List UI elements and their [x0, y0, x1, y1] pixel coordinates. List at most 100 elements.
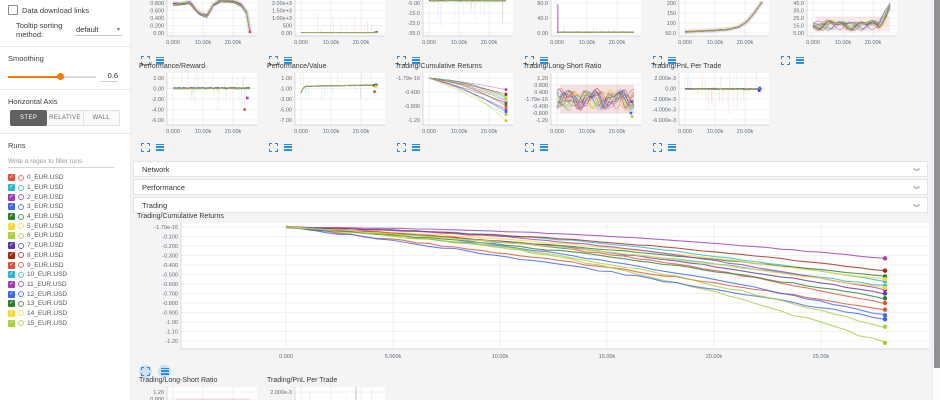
performance-value-plot[interactable]: 1.00 -1.00 -3.00 -5.00 -7.000.000 10.00k 20.00… [267, 71, 389, 137]
run-isolate-radio[interactable] [18, 242, 24, 249]
section-header-performance[interactable]: Performance ❯ [133, 179, 928, 195]
run-toggle-checkbox[interactable]: ✓ [8, 174, 15, 182]
run-row[interactable]: ✓ 12_EUR.USD [0, 289, 130, 299]
expand-chart-icon[interactable] [781, 55, 790, 65]
run-isolate-radio[interactable] [18, 320, 24, 327]
run-row[interactable]: ✓ 2_EUR.USD [0, 192, 130, 202]
chart-plot[interactable]: -5.00 -15.0 -25.0 -35.00.000 10.00k 20.00k [395, 0, 517, 50]
run-row[interactable]: ✓ 3_EUR.USD [0, 202, 130, 212]
expand-chart-icon[interactable] [141, 142, 150, 152]
run-toggle-checkbox[interactable]: ✓ [8, 319, 15, 327]
chart-plot[interactable]: 45.035.0 25.015.0 5.000.000 10.00k 20.00k [779, 0, 901, 50]
run-isolate-radio[interactable] [18, 262, 24, 269]
run-isolate-radio[interactable] [18, 291, 24, 298]
trading-pnl-per-trade-plot[interactable]: 2.000e-30.00-2.000e-3-4.000e-3-6.000e-30… [267, 385, 389, 400]
run-toggle-checkbox[interactable]: ✓ [8, 203, 15, 211]
data-table-icon[interactable] [156, 143, 164, 151]
run-isolate-radio[interactable] [18, 232, 24, 239]
run-row[interactable]: ✓ 10_EUR.USD [0, 270, 130, 280]
scrollbar-thumb[interactable] [934, 0, 940, 368]
run-toggle-checkbox[interactable]: ✓ [8, 261, 15, 269]
run-isolate-radio[interactable] [18, 194, 24, 201]
data-table-icon[interactable] [284, 143, 292, 151]
trading-cumulative-returns-plot[interactable]: -1.79e-16 -0.100 -0.200 -0.300 -0.400 -0.500 -… [137, 221, 934, 361]
run-isolate-radio[interactable] [18, 271, 24, 278]
expand-chart-icon[interactable] [397, 55, 406, 65]
run-isolate-radio[interactable] [18, 213, 24, 220]
data-table-icon[interactable] [156, 56, 164, 64]
data-table-icon[interactable] [668, 56, 676, 64]
expand-chart-icon[interactable] [141, 55, 150, 65]
expand-chart-icon[interactable] [653, 142, 662, 152]
run-isolate-radio[interactable] [18, 300, 24, 307]
data-table-icon[interactable] [796, 56, 804, 64]
run-row[interactable]: ✓ 14_EUR.USD [0, 309, 130, 319]
run-isolate-radio[interactable] [18, 203, 24, 210]
run-row[interactable]: ✓ 0_EUR.USD [0, 173, 130, 183]
section-header-trading[interactable]: Trading ❯ [133, 197, 928, 213]
run-row[interactable]: ✓ 1_EUR.USD [0, 183, 130, 193]
data-table-icon[interactable] [668, 143, 676, 151]
run-toggle-checkbox[interactable]: ✓ [8, 309, 15, 317]
chart-plot[interactable]: 200 150 100 50.00.000 10.00k 20.00k [651, 0, 773, 50]
data-table-icon[interactable] [412, 56, 420, 64]
expand-chart-icon[interactable] [525, 142, 534, 152]
smoothing-value-input[interactable]: 0.6 [100, 71, 118, 82]
smoothing-slider[interactable] [8, 73, 96, 80]
chart-plot[interactable]: 80.0 40.0 0.000.000 10.00k 20.00k [523, 0, 645, 50]
run-isolate-radio[interactable] [18, 281, 24, 288]
run-row[interactable]: ✓ 11_EUR.USD [0, 280, 130, 290]
run-row[interactable]: ✓ 15_EUR.USD [0, 318, 130, 328]
data-table-icon[interactable] [158, 364, 171, 378]
run-row[interactable]: ✓ 9_EUR.USD [0, 260, 130, 270]
run-isolate-radio[interactable] [18, 184, 24, 191]
run-toggle-checkbox[interactable]: ✓ [8, 242, 15, 250]
runs-filter-input[interactable] [8, 156, 114, 168]
run-row[interactable]: ✓ 13_EUR.USD [0, 299, 130, 309]
trading-long-short-ratio-plot[interactable]: 1.200.8000.400-1.79e-16-0.400-0.800-1.20… [139, 385, 261, 400]
expand-chart-icon[interactable] [653, 55, 662, 65]
run-row[interactable]: ✓ 4_EUR.USD [0, 212, 130, 222]
run-toggle-checkbox[interactable]: ✓ [8, 193, 15, 201]
run-row[interactable]: ✓ 8_EUR.USD [0, 251, 130, 261]
run-isolate-radio[interactable] [18, 174, 24, 181]
performance-reward-plot[interactable]: 2.00 0.00 -2.00 -4.00 -6.000.000 10.00k 20.00k [139, 71, 261, 137]
data-table-icon[interactable] [540, 56, 548, 64]
run-toggle-checkbox[interactable]: ✓ [8, 300, 15, 308]
run-toggle-checkbox[interactable]: ✓ [8, 271, 15, 279]
run-toggle-checkbox[interactable]: ✓ [8, 222, 15, 230]
run-toggle-checkbox[interactable]: ✓ [8, 280, 15, 288]
run-toggle-checkbox[interactable]: ✓ [8, 290, 15, 298]
run-row[interactable]: ✓ 6_EUR.USD [0, 231, 130, 241]
expand-chart-icon[interactable] [269, 142, 278, 152]
data-download-links-checkbox[interactable] [8, 5, 18, 15]
trading-cumulative-returns-plot[interactable]: -1.79e-16 -0.400 -0.800 -1.200.000 10.00k 20.… [395, 71, 517, 137]
run-row[interactable]: ✓ 5_EUR.USD [0, 221, 130, 231]
run-toggle-checkbox[interactable]: ✓ [8, 184, 15, 192]
expand-chart-icon[interactable] [269, 55, 278, 65]
section-header-network[interactable]: Network ❯ [133, 161, 928, 177]
axis-button-step[interactable]: STEP [10, 110, 48, 126]
expand-chart-icon[interactable] [397, 142, 406, 152]
tooltip-sorting-select[interactable]: default ▾ [74, 24, 122, 36]
run-isolate-radio[interactable] [18, 252, 24, 259]
run-toggle-checkbox[interactable]: ✓ [8, 251, 15, 259]
smoothing-slider-knob[interactable] [57, 73, 65, 80]
run-isolate-radio[interactable] [18, 310, 24, 317]
expand-chart-icon[interactable] [525, 55, 534, 65]
run-toggle-checkbox[interactable]: ✓ [8, 232, 15, 240]
run-row[interactable]: ✓ 7_EUR.USD [0, 241, 130, 251]
axis-button-relative[interactable]: RELATIVE [47, 110, 84, 126]
axis-button-wall[interactable]: WALL [83, 110, 120, 126]
trading-pnl-per-trade-plot[interactable]: 2.000e-30.00-2.000e-3-4.000e-3-6.000e-30… [651, 71, 773, 137]
data-table-icon[interactable] [540, 143, 548, 151]
expand-chart-icon[interactable] [139, 364, 152, 378]
data-table-icon[interactable] [412, 143, 420, 151]
run-toggle-checkbox[interactable]: ✓ [8, 213, 15, 221]
vertical-scrollbar[interactable] [932, 0, 940, 400]
data-table-icon[interactable] [284, 56, 292, 64]
run-isolate-radio[interactable] [18, 223, 24, 230]
trading-long-short-ratio-plot[interactable]: 1.200.8000.400-1.79e-16-0.400-0.800-1.20… [523, 71, 645, 137]
